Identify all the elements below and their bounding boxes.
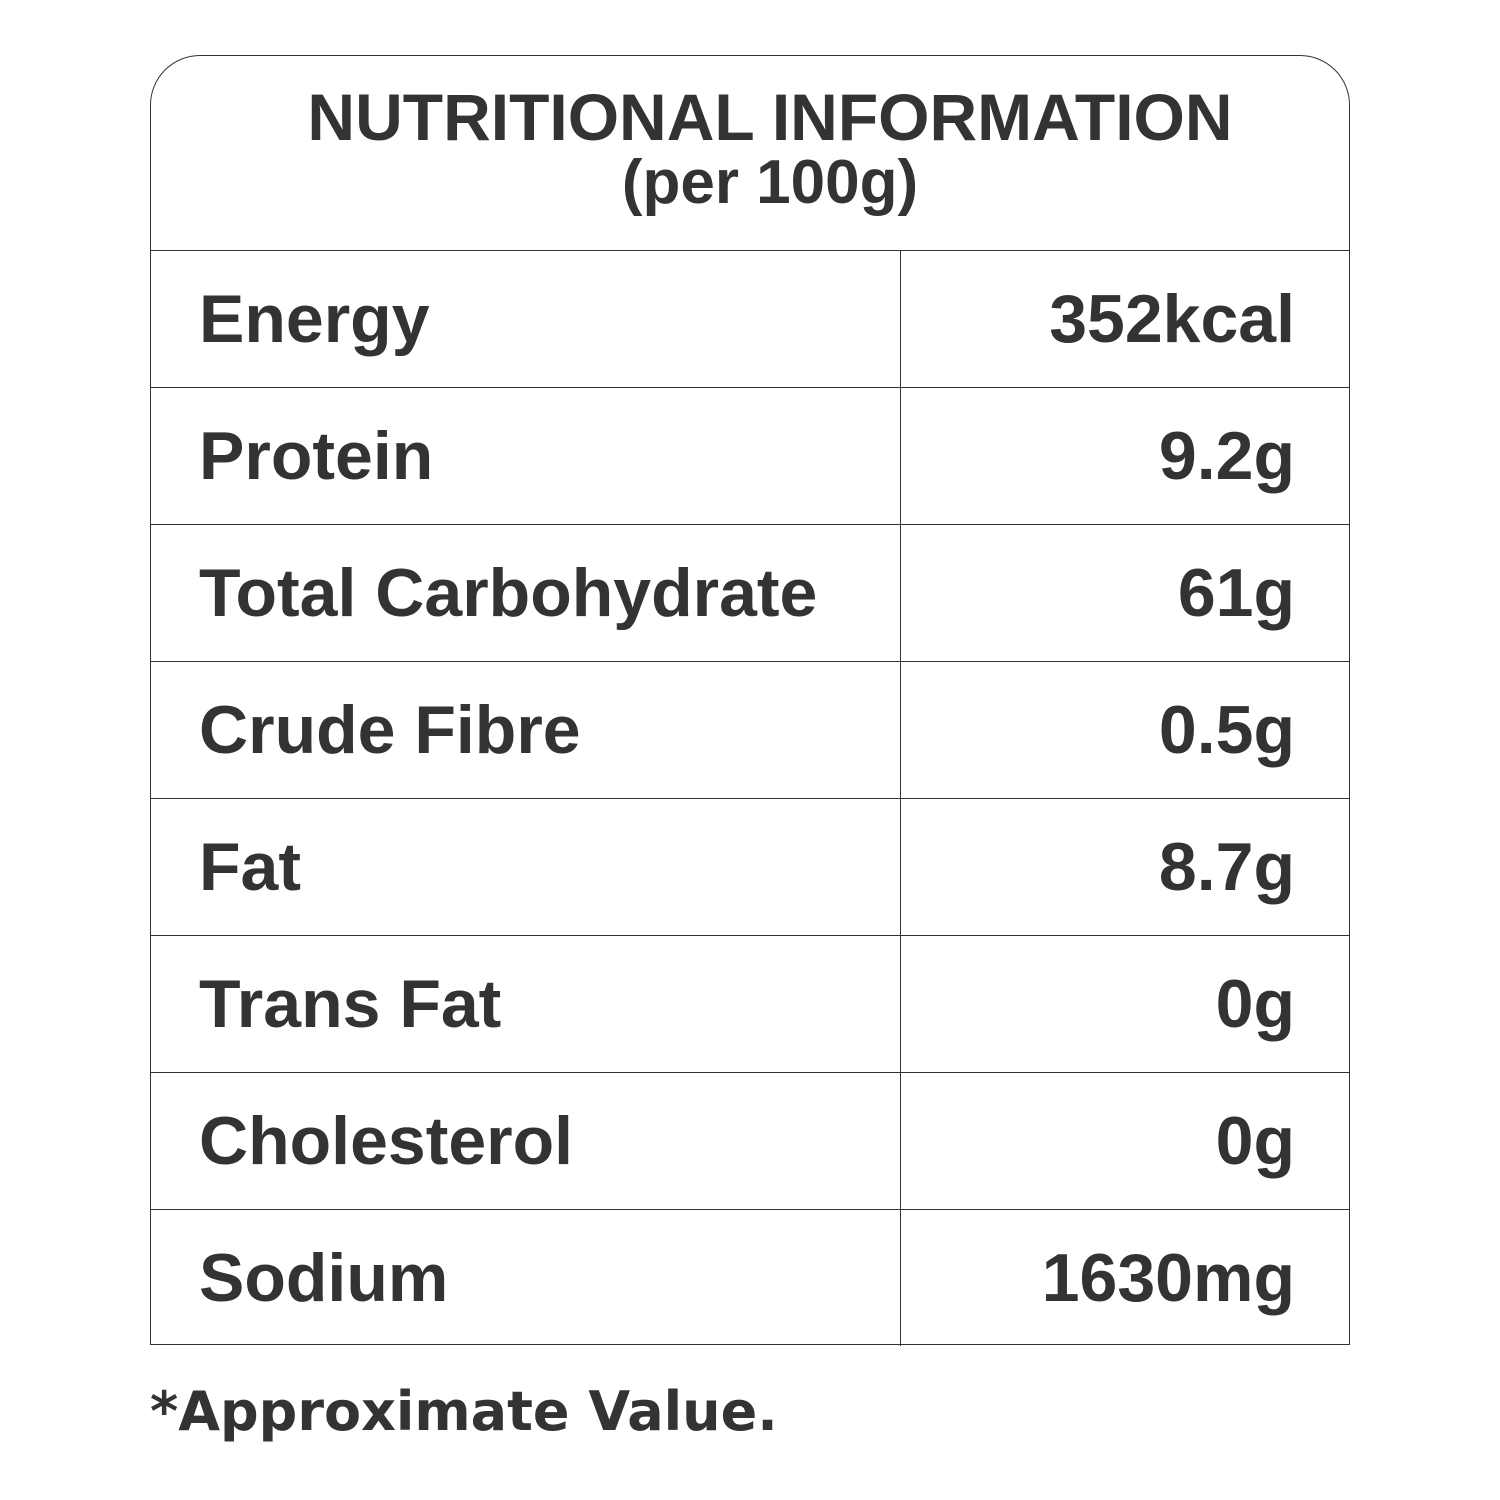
- nutrient-value: 61g: [1177, 555, 1295, 631]
- table-row: Sodium 1630mg: [151, 1210, 1349, 1346]
- table-row: Total Carbohydrate 61g: [151, 525, 1349, 662]
- nutrient-name: Total Carbohydrate: [151, 525, 901, 661]
- nutrient-value: 1630mg: [1041, 1240, 1295, 1316]
- table-row: Protein 9.2g: [151, 388, 1349, 525]
- nutrient-value: 0g: [1215, 966, 1295, 1042]
- table-row: Crude Fibre 0.5g: [151, 662, 1349, 799]
- table-row: Fat 8.7g: [151, 799, 1349, 936]
- nutrient-value: 0g: [1215, 1103, 1295, 1179]
- nutrient-name: Sodium: [151, 1210, 901, 1346]
- nutrient-name: Crude Fibre: [151, 662, 901, 798]
- table-row: Cholesterol 0g: [151, 1073, 1349, 1210]
- table: Energy 352kcal Protein 9.2g Total Carbohydra…: [151, 251, 1349, 1346]
- nutrient-name: Energy: [151, 251, 901, 387]
- nutrient-value: 352kcal: [1049, 281, 1295, 357]
- nutrient-name: Fat: [151, 799, 901, 935]
- subtitle: (per 100g): [621, 148, 919, 217]
- header: NUTRITIONAL INFORMATION (per 100g): [151, 56, 1349, 251]
- nutrient-name: Protein: [151, 388, 901, 524]
- nutrient-name: Cholesterol: [151, 1073, 901, 1209]
- title: NUTRITIONAL INFORMATION: [307, 80, 1233, 154]
- nutrition-panel: NUTRITIONAL INFORMATION (per 100g) Energ…: [150, 55, 1350, 1346]
- table-row: Trans Fat 0g: [151, 936, 1349, 1073]
- nutrient-value: 8.7g: [1158, 829, 1295, 905]
- table-row: Energy 352kcal: [151, 251, 1349, 388]
- nutrient-value: 9.2g: [1158, 418, 1295, 494]
- footnote: *Approximate Value.: [150, 1380, 778, 1443]
- nutrient-name: Trans Fat: [151, 936, 901, 1072]
- nutrient-value: 0.5g: [1158, 692, 1295, 768]
